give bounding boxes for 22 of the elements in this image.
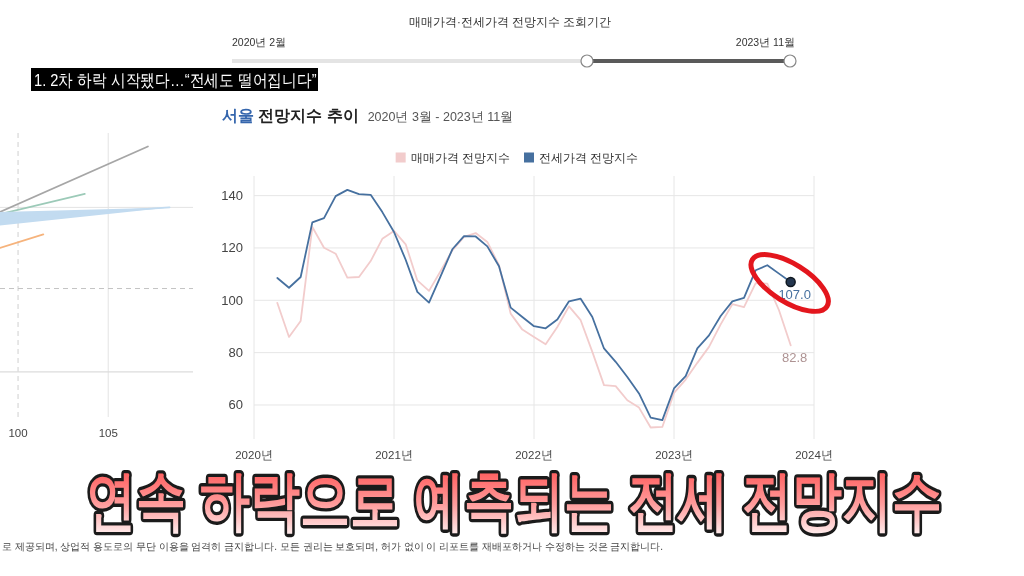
- text: 매매가격·전세가격 전망지수 조회기간: [408, 16, 612, 28]
- y-tick-label: 120: [221, 240, 243, 256]
- x-tick-label: 2024년: [795, 449, 833, 461]
- x-tick-label: 2021년: [375, 449, 413, 461]
- x-tick-label: 2020년: [235, 449, 273, 461]
- title: 서울 전망지수 추이: [222, 107, 359, 124]
- subtitle: 2020년 3월 - 2023년 11월: [367, 110, 514, 124]
- x-tick-label: 2022년: [515, 449, 553, 461]
- text: 2023년 11월: [735, 36, 795, 48]
- y-tick-label: 140: [221, 188, 243, 204]
- x-tick-label: 2023년: [655, 449, 693, 461]
- text: 연속 하락으로 예측되는 전세 전망지수: [86, 464, 942, 537]
- text: 2020년 2월: [232, 36, 287, 48]
- data-label: 82.8: [782, 350, 808, 366]
- legend-label: 매매가격 전망지수: [410, 151, 510, 165]
- y-tick-label: 60: [228, 397, 243, 413]
- y-tick-label: 100: [221, 292, 243, 308]
- text: 1. 2차 하락 시작됐다…“전세도 떨어집니다”: [34, 71, 317, 90]
- legend-label: 전세가격 전망지수: [539, 151, 639, 165]
- text: 로 제공되며, 상업적 용도로의 무단 이용을 엄격히 금지합니다. 모든 권리는 보호되며, 허가 없이 이 리포트를 재배포하거나 수정하는 것은 금지합니다.: [2, 541, 664, 552]
- x-tick-label: 105: [98, 427, 118, 439]
- y-tick-label: 80: [228, 345, 243, 361]
